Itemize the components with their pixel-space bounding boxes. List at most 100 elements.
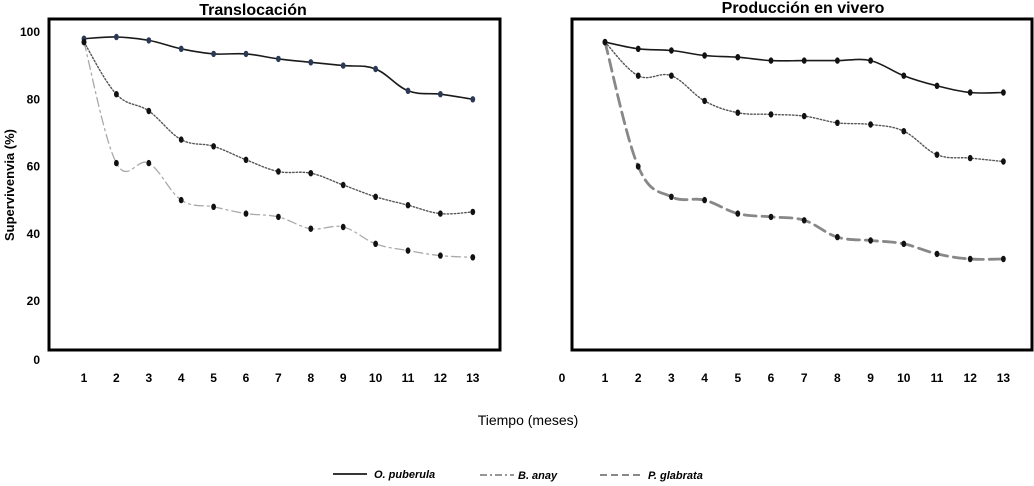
legend-label: O. puberula: [374, 469, 435, 481]
data-point: [967, 154, 973, 162]
x-tick-label: 9: [867, 371, 874, 385]
x-tick-label: 7: [801, 371, 808, 385]
data-point: [470, 254, 476, 261]
data-point: [373, 240, 378, 247]
y-tick-label: 40: [27, 227, 41, 241]
x-tick-label: 2: [635, 371, 642, 385]
x-tick-label: 2: [113, 371, 120, 385]
panel-produccion-vivero: Producción en vivero 0 1 2 3 4 5 6 7 8 9 10 11 12 13: [559, 0, 1034, 385]
data-point: [114, 159, 119, 167]
data-point: [308, 225, 314, 232]
data-point: [635, 45, 641, 52]
x-tick-label: 9: [340, 371, 347, 385]
x-tick-label: 1: [81, 371, 88, 385]
data-point: [114, 33, 119, 41]
x-tick-label: 5: [210, 371, 217, 385]
series-line-o-puberula: [83, 36, 474, 101]
data-point: [178, 136, 184, 143]
series-points: [602, 38, 1006, 263]
data-point: [967, 89, 973, 96]
x-tick-label: 13: [997, 371, 1011, 385]
data-point: [669, 47, 674, 54]
y-tick-label: 100: [20, 25, 40, 39]
x-tick-label: 6: [243, 371, 250, 385]
x-tick-label: 5: [734, 371, 741, 385]
x-tick-label: 10: [369, 371, 383, 385]
x-tick-label: 1: [602, 371, 609, 385]
series-lines: [603, 40, 1005, 261]
data-point: [340, 223, 346, 231]
data-point: [1001, 255, 1006, 263]
data-point: [967, 255, 973, 263]
y-tick-label: 0: [33, 353, 40, 367]
y-tick-label: 20: [27, 294, 41, 308]
data-point: [835, 233, 840, 241]
data-point: [1001, 89, 1006, 96]
data-point: [146, 107, 152, 115]
data-point: [211, 50, 217, 58]
x-tick-label: 12: [434, 371, 448, 385]
data-point: [735, 109, 741, 116]
plot-frame: [570, 17, 1034, 352]
data-point: [868, 57, 873, 64]
data-point: [735, 54, 741, 61]
x-tick-label: 10: [897, 371, 911, 385]
data-point: [243, 156, 249, 163]
data-point: [702, 52, 707, 59]
data-point: [901, 240, 907, 247]
data-point: [934, 250, 940, 258]
series-line-o-puberula: [604, 41, 1005, 94]
data-point: [243, 50, 249, 58]
legend-item-o-puberula: O. puberula: [333, 469, 435, 481]
data-point: [1001, 158, 1006, 165]
y-tick-label: 80: [27, 92, 41, 106]
data-point: [276, 213, 281, 221]
data-point: [405, 247, 411, 254]
y-axis-ticks: 100 80 60 40 20 0: [20, 25, 40, 367]
data-point: [768, 213, 774, 221]
x-tick-label: 11: [931, 371, 944, 385]
data-point: [308, 59, 314, 66]
data-point: [373, 65, 378, 73]
data-point: [470, 208, 476, 216]
data-point: [801, 217, 807, 224]
data-point: [373, 193, 378, 200]
x-tick-label: 4: [701, 371, 708, 385]
data-point: [768, 111, 774, 118]
data-point: [276, 55, 281, 63]
x-tick-label: 3: [668, 371, 675, 385]
legend-item-p-glabrata: P. glabrata: [600, 470, 703, 482]
data-point: [801, 112, 807, 120]
series-line-p-glabrata: [83, 41, 474, 258]
x-tick-label: 11: [402, 371, 415, 385]
data-point: [702, 196, 707, 204]
data-point: [243, 210, 249, 217]
data-point: [178, 45, 184, 52]
x-tick-label: 4: [178, 371, 185, 385]
x-tick-label: 0: [559, 371, 566, 385]
legend: O. puberula B. anay P. glabrata: [333, 469, 703, 482]
data-point: [635, 163, 641, 170]
x-tick-label: 8: [307, 371, 314, 385]
data-point: [276, 168, 281, 175]
data-point: [868, 237, 873, 244]
data-point: [405, 87, 411, 95]
x-axis-ticks: 0 1 2 3 4 5 6 7 8 9 10 11 12 13: [559, 371, 1011, 385]
legend-item-b-anay: B. anay: [480, 470, 558, 482]
data-point: [146, 159, 152, 167]
data-point: [669, 72, 674, 79]
data-point: [340, 62, 346, 69]
x-tick-label: 7: [275, 371, 282, 385]
legend-label: P. glabrata: [648, 470, 703, 482]
legend-label: B. anay: [518, 470, 558, 482]
data-point: [114, 91, 119, 98]
x-tick-label: 3: [145, 371, 152, 385]
data-point: [635, 72, 641, 79]
data-point: [934, 82, 940, 90]
x-axis-ticks: 1 2 3 4 5 6 7 8 9 10 11 12 13: [81, 371, 480, 385]
data-point: [735, 210, 741, 217]
plot-frame: [47, 17, 502, 352]
data-point: [602, 38, 608, 46]
x-tick-label: 12: [964, 371, 978, 385]
